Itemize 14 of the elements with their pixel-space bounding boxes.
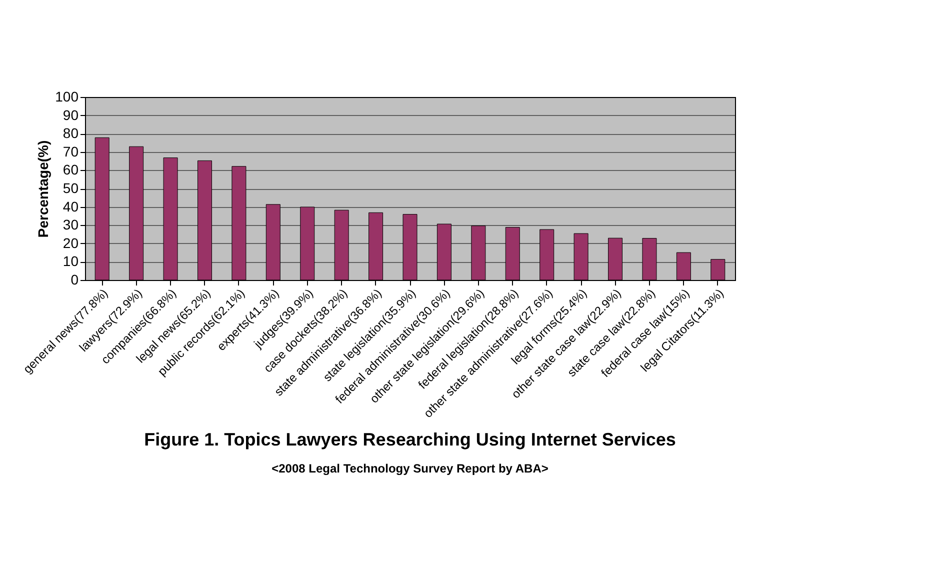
y-axis-title: Percentage(%): [35, 140, 52, 238]
y-tick-label: 0: [70, 272, 79, 288]
y-tick-label: 10: [62, 253, 79, 270]
y-tick-label: 90: [62, 106, 79, 123]
y-tick-label: 20: [62, 234, 79, 251]
y-tick-label: 30: [62, 216, 79, 233]
y-tick-label: 80: [62, 125, 79, 142]
y-tick-label: 40: [62, 198, 79, 214]
text: Figure 1. Topics Lawyers Researching Using Internet Services: [144, 429, 676, 450]
y-tick-label: 100: [55, 88, 79, 104]
text: <2008 Legal Technology Survey Report by ABA>: [272, 461, 548, 476]
y-tick-label: 60: [62, 162, 79, 178]
y-tick-label: 70: [62, 143, 79, 160]
y-tick-label: 50: [62, 180, 79, 196]
